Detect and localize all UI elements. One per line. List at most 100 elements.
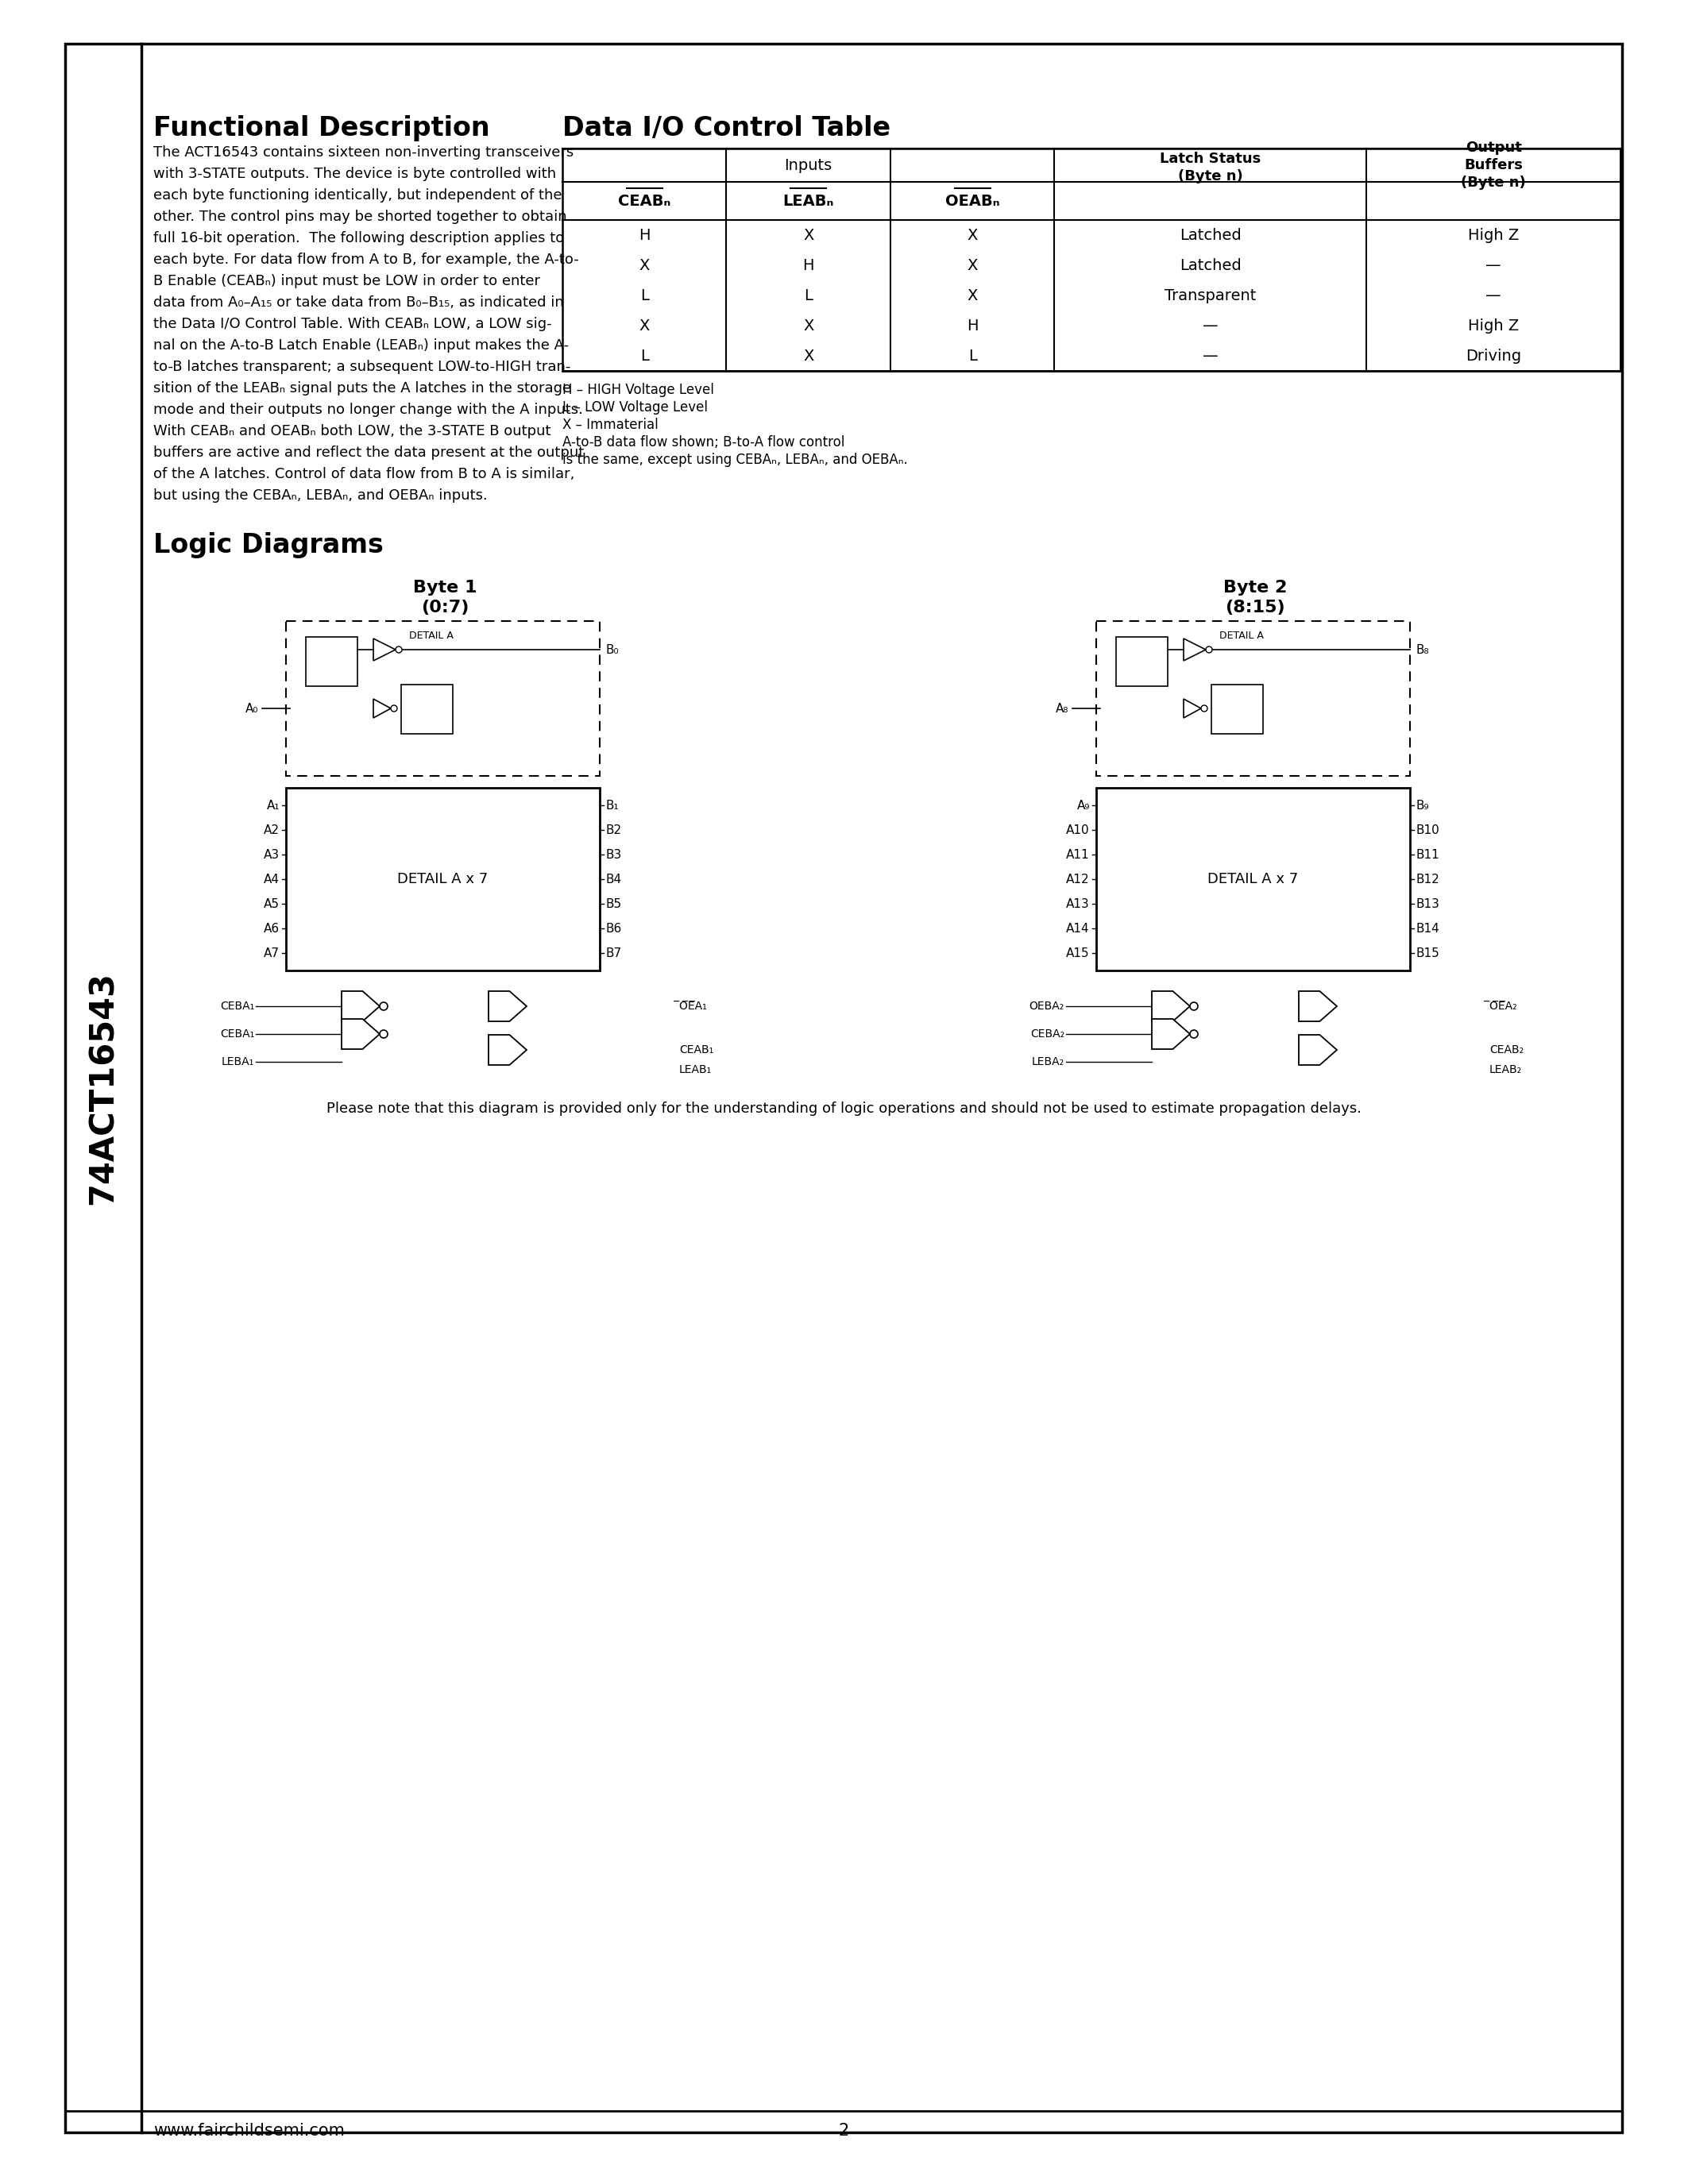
Text: A₀: A₀ <box>245 703 258 714</box>
Circle shape <box>1190 1031 1198 1037</box>
Text: B2: B2 <box>606 823 623 836</box>
Text: LEAB₂: LEAB₂ <box>1489 1064 1523 1075</box>
Text: of the A latches. Control of data flow from B to A is similar,: of the A latches. Control of data flow f… <box>154 467 574 480</box>
Text: CEABₙ: CEABₙ <box>618 194 670 207</box>
Text: B₀: B₀ <box>606 644 619 655</box>
Text: D: D <box>312 644 321 655</box>
Text: A3: A3 <box>263 850 280 860</box>
Text: A2: A2 <box>263 823 280 836</box>
Text: B11: B11 <box>1416 850 1440 860</box>
Text: Output
Buffers
(Byte n): Output Buffers (Byte n) <box>1462 140 1526 190</box>
Polygon shape <box>488 1035 527 1066</box>
Text: LEBA₁: LEBA₁ <box>221 1057 255 1068</box>
Text: 2: 2 <box>839 2123 849 2138</box>
Text: X: X <box>640 258 650 273</box>
Text: LEAB₁: LEAB₁ <box>679 1064 712 1075</box>
Polygon shape <box>1151 1020 1190 1048</box>
Text: X: X <box>803 319 814 334</box>
Text: Q: Q <box>1156 644 1165 655</box>
Text: Latch Status
(Byte n): Latch Status (Byte n) <box>1160 151 1261 183</box>
Circle shape <box>1202 705 1207 712</box>
Bar <box>1116 638 1168 686</box>
Text: CEBA₂: CEBA₂ <box>1030 1029 1065 1040</box>
Text: mode and their outputs no longer change with the A inputs.: mode and their outputs no longer change … <box>154 402 582 417</box>
Text: L: L <box>803 288 812 304</box>
Text: ̅O̅E̅A₂: ̅O̅E̅A₂ <box>1489 1000 1518 1011</box>
Text: B13: B13 <box>1416 898 1440 911</box>
Text: L: L <box>969 347 977 363</box>
Text: Byte 2
(8:15): Byte 2 (8:15) <box>1224 579 1286 616</box>
Text: Q: Q <box>346 644 354 655</box>
Text: X: X <box>967 288 977 304</box>
Text: Functional Description: Functional Description <box>154 116 490 142</box>
Text: A5: A5 <box>263 898 280 911</box>
Text: H: H <box>967 319 977 334</box>
Circle shape <box>1205 646 1212 653</box>
Circle shape <box>380 1002 388 1011</box>
Text: DETAIL A: DETAIL A <box>408 631 454 640</box>
Text: B10: B10 <box>1416 823 1440 836</box>
Text: L – LOW Voltage Level: L – LOW Voltage Level <box>562 400 707 415</box>
Text: H: H <box>803 258 814 273</box>
Bar <box>1212 684 1263 734</box>
Bar <box>306 638 358 686</box>
Polygon shape <box>1298 1035 1337 1066</box>
Text: A4: A4 <box>263 874 280 885</box>
Text: Driving: Driving <box>1465 347 1521 363</box>
Polygon shape <box>1298 992 1337 1022</box>
Text: each byte. For data flow from A to B, for example, the A-to-: each byte. For data flow from A to B, fo… <box>154 253 579 266</box>
Text: L: L <box>640 288 648 304</box>
Text: A₁: A₁ <box>267 799 280 810</box>
Text: the Data I/O Control Table. With CEABₙ LOW, a LOW sig-: the Data I/O Control Table. With CEABₙ L… <box>154 317 552 332</box>
Text: X: X <box>803 227 814 242</box>
Text: buffers are active and reflect the data present at the output: buffers are active and reflect the data … <box>154 446 584 461</box>
Text: A₉: A₉ <box>1077 799 1090 810</box>
Text: is the same, except using CEBAₙ, LEBAₙ, and OEBAₙ.: is the same, except using CEBAₙ, LEBAₙ, … <box>562 452 908 467</box>
Text: data from A₀–A₁₅ or take data from B₀–B₁₅, as indicated in: data from A₀–A₁₅ or take data from B₀–B₁… <box>154 295 564 310</box>
Text: A13: A13 <box>1067 898 1090 911</box>
Text: OEBA₂: OEBA₂ <box>1030 1000 1065 1011</box>
Text: full 16-bit operation.  The following description applies to: full 16-bit operation. The following des… <box>154 232 564 245</box>
Text: with 3-STATE outputs. The device is byte controlled with: with 3-STATE outputs. The device is byte… <box>154 166 555 181</box>
Text: —: — <box>1202 319 1219 334</box>
Bar <box>562 149 1620 371</box>
Circle shape <box>1190 1002 1198 1011</box>
Text: X – Immaterial: X – Immaterial <box>562 417 658 432</box>
Polygon shape <box>341 992 380 1022</box>
Text: LE: LE <box>1123 662 1136 673</box>
Text: www.fairchildsemi.com: www.fairchildsemi.com <box>154 2123 344 2138</box>
Text: to-B latches transparent; a subsequent LOW-to-HIGH tran-: to-B latches transparent; a subsequent L… <box>154 360 571 373</box>
Text: H – HIGH Voltage Level: H – HIGH Voltage Level <box>562 382 714 397</box>
Text: X: X <box>967 258 977 273</box>
Text: sition of the LEABₙ signal puts the A latches in the storage: sition of the LEABₙ signal puts the A la… <box>154 382 571 395</box>
Text: Data I/O Control Table: Data I/O Control Table <box>562 116 891 142</box>
Polygon shape <box>341 1020 380 1048</box>
Text: A10: A10 <box>1067 823 1090 836</box>
Text: B₉: B₉ <box>1416 799 1430 810</box>
Text: ̅O̅E̅A₁: ̅O̅E̅A₁ <box>679 1000 707 1011</box>
Text: D: D <box>1123 644 1131 655</box>
Text: C: C <box>1217 692 1225 703</box>
Polygon shape <box>373 699 392 719</box>
Text: A14: A14 <box>1067 922 1090 935</box>
Text: other. The control pins may be shorted together to obtain: other. The control pins may be shorted t… <box>154 210 567 225</box>
Circle shape <box>395 646 402 653</box>
Text: DETAIL A x 7: DETAIL A x 7 <box>1207 871 1298 887</box>
Text: LE: LE <box>1217 710 1231 721</box>
Text: L: L <box>640 347 648 363</box>
Text: B7: B7 <box>606 948 623 959</box>
Text: —: — <box>1485 288 1501 304</box>
Text: B6: B6 <box>606 922 623 935</box>
Text: B15: B15 <box>1416 948 1440 959</box>
Text: CEBA₁: CEBA₁ <box>219 1000 255 1011</box>
Text: LEBA₂: LEBA₂ <box>1031 1057 1065 1068</box>
Bar <box>1096 620 1409 775</box>
Text: B3: B3 <box>606 850 623 860</box>
Polygon shape <box>1151 992 1190 1022</box>
Text: Latched: Latched <box>1180 227 1241 242</box>
Text: nal on the A-to-B Latch Enable (LEABₙ) input makes the A-: nal on the A-to-B Latch Enable (LEABₙ) i… <box>154 339 569 352</box>
Text: Please note that this diagram is provided only for the understanding of logic op: Please note that this diagram is provide… <box>326 1101 1362 1116</box>
Circle shape <box>380 1031 388 1037</box>
Text: A15: A15 <box>1067 948 1090 959</box>
Text: X: X <box>803 347 814 363</box>
